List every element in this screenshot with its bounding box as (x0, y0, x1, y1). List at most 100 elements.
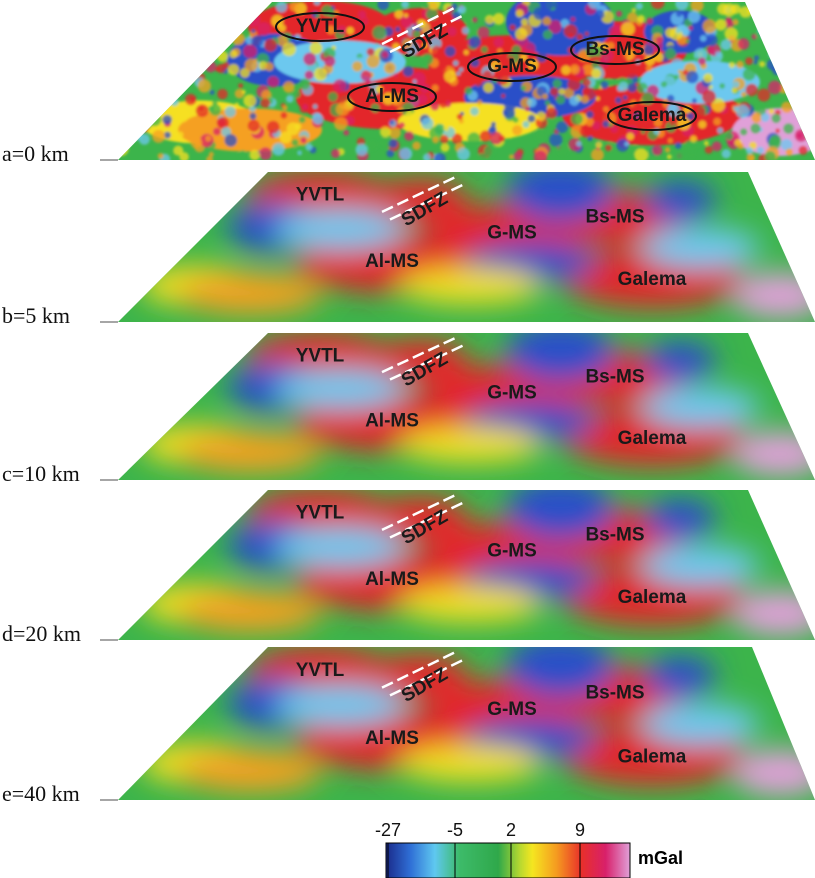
anomaly (640, 704, 760, 746)
noise (246, 13, 260, 27)
noise (795, 57, 804, 66)
noise (765, 151, 776, 162)
noise (334, 117, 347, 130)
noise (112, 26, 117, 31)
noise (802, 126, 807, 131)
noise (736, 105, 750, 119)
noise (238, 150, 248, 160)
noise (153, 2, 161, 10)
noise (226, 30, 233, 37)
noise (715, 19, 726, 30)
region-label: Bs-MS (585, 367, 644, 388)
noise (786, 4, 793, 11)
map-surface (100, 634, 815, 800)
noise (394, 73, 398, 77)
noise (151, 70, 165, 84)
noise (361, 70, 372, 81)
noise (746, 153, 755, 162)
noise (184, 24, 190, 30)
noise (546, 108, 557, 119)
noise (665, 147, 670, 152)
noise (515, 28, 527, 40)
noise (364, 122, 369, 127)
noise (799, 31, 806, 38)
noise (251, 35, 263, 47)
noise (754, 55, 759, 60)
noise (677, 83, 690, 96)
noise (111, 143, 118, 150)
noise (313, 114, 324, 125)
noise (241, 6, 252, 17)
noise (793, 72, 800, 79)
noise (170, 98, 178, 106)
noise (757, 147, 764, 154)
noise (760, 4, 771, 15)
noise (667, 95, 674, 102)
noise (516, 9, 524, 17)
region-label: Bs-MS (585, 682, 644, 703)
region-label: Al-MS (365, 410, 419, 431)
noise (259, 147, 272, 160)
noise (421, 118, 433, 130)
noise (220, 23, 232, 35)
noise (783, 30, 793, 40)
noise (227, 11, 234, 18)
noise (795, 15, 805, 25)
noise (459, 67, 464, 72)
noise (384, 62, 396, 74)
noise (177, 110, 189, 122)
noise (668, 138, 673, 143)
noise (387, 150, 395, 158)
noise (136, 111, 150, 125)
noise (401, 0, 409, 8)
noise (805, 63, 815, 74)
noise (106, 114, 114, 122)
noise (745, 57, 753, 65)
noise (802, 55, 806, 59)
noise (757, 89, 770, 102)
noise (794, 25, 802, 33)
region-label: Bs-MS (585, 39, 644, 60)
noise (182, 47, 194, 59)
noise (177, 131, 184, 138)
noise (456, 71, 460, 75)
noise (333, 79, 346, 92)
noise (753, 0, 764, 8)
map-panel: e=40 kmYVTLSDFZG-MSBs-MSAl-MSGalema (2, 634, 815, 806)
noise (759, 61, 765, 67)
depth-label: d=20 km (2, 621, 81, 646)
noise (654, 52, 664, 62)
noise (146, 112, 154, 120)
noise (168, 33, 178, 43)
noise (183, 49, 190, 56)
noise (367, 140, 377, 150)
noise (477, 100, 482, 105)
noise (775, 128, 780, 133)
noise (194, 14, 199, 19)
noise (729, 62, 735, 68)
noise (477, 153, 487, 163)
noise (725, 27, 738, 40)
noise (142, 67, 152, 77)
noise (287, 122, 300, 135)
noise (780, 0, 792, 12)
noise (202, 51, 206, 55)
noise (146, 7, 151, 12)
noise (124, 6, 135, 17)
noise (108, 82, 112, 86)
noise (509, 154, 514, 159)
noise (805, 29, 815, 39)
noise (688, 26, 693, 31)
noise (237, 136, 241, 140)
colorbar (386, 843, 630, 878)
noise (441, 143, 450, 152)
noise (676, 27, 682, 33)
noise (785, 9, 797, 21)
anomaly (178, 750, 322, 792)
noise (676, 11, 682, 17)
noise (755, 16, 760, 21)
noise (206, 156, 213, 163)
noise (521, 18, 528, 25)
noise (395, 10, 404, 19)
noise (137, 36, 143, 42)
